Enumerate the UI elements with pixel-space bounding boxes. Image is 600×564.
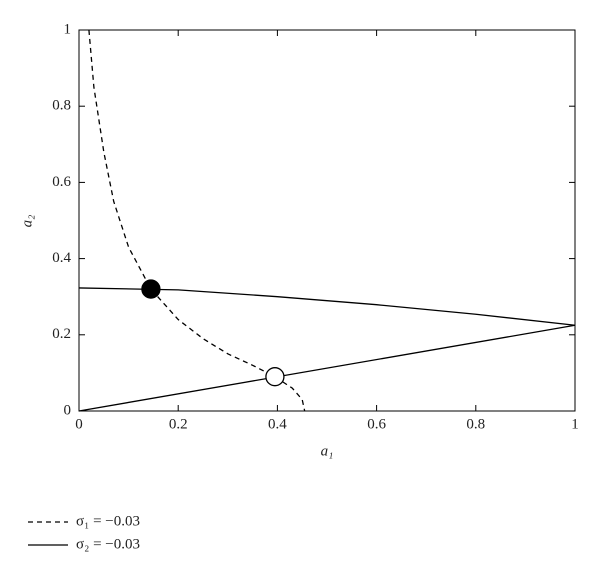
- x-tick-label: 0.8: [466, 416, 485, 432]
- y-tick-label: 1: [64, 21, 72, 37]
- x-tick-label: 0.4: [268, 416, 287, 432]
- intersection-point: [141, 279, 161, 299]
- y-tick-label: 0.8: [52, 98, 71, 114]
- legend-label: σ₁ = −0.03: [76, 513, 140, 529]
- y-axis-label: a₂: [19, 215, 35, 228]
- y-tick-label: 0.4: [52, 250, 71, 266]
- y-tick-label: 0.6: [52, 174, 71, 190]
- series-line: [88, 29, 306, 412]
- x-tick-label: 1: [571, 416, 579, 432]
- legend-label: σ₂ = −0.03: [76, 536, 140, 552]
- y-tick-label: 0.2: [52, 326, 71, 342]
- plot-frame: [78, 29, 576, 412]
- intersection-point: [265, 367, 285, 387]
- x-tick-label: 0.2: [169, 416, 188, 432]
- x-tick-label: 0: [75, 416, 83, 432]
- series-line: [78, 287, 576, 412]
- y-tick-label: 0: [64, 402, 72, 418]
- x-axis-label: a₁: [321, 443, 334, 459]
- x-tick-label: 0.6: [367, 416, 386, 432]
